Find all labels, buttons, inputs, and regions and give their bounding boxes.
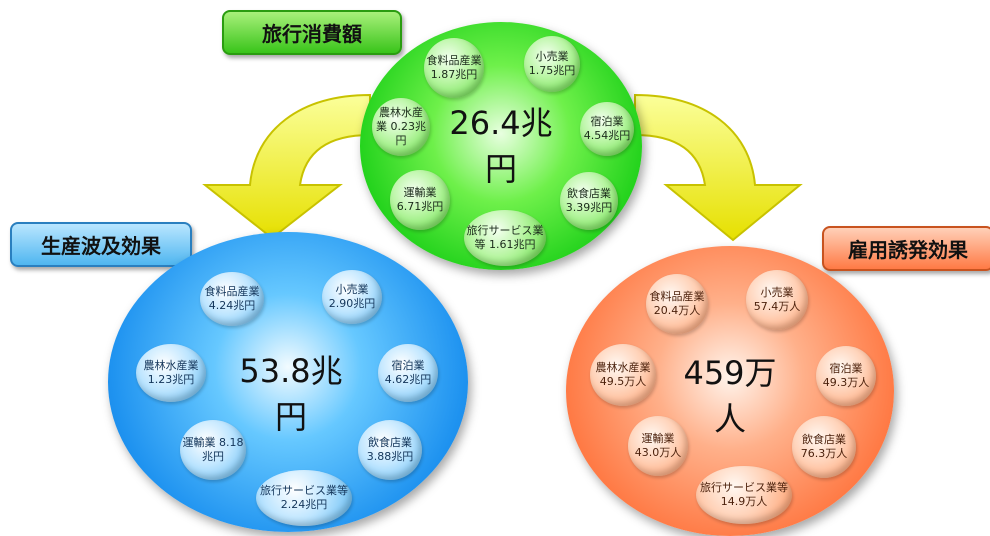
bubble-restaurant: 飲食店業 76.3万人 <box>792 416 856 478</box>
employment-effect-label: 雇用誘発効果 <box>822 226 990 271</box>
bubble-travel-service: 旅行サービス業等 2.24兆円 <box>256 470 352 526</box>
employment-effect-circle: 459万人 食料品産業 20.4万人 小売業 57.4万人 農林水産業 49.5… <box>566 246 894 536</box>
bubble-transport: 運輸業 8.18兆円 <box>180 420 246 480</box>
bubble-transport: 運輸業 6.71兆円 <box>390 170 450 230</box>
bubble-retail: 小売業 2.90兆円 <box>322 270 382 324</box>
bubble-agri: 農林水産業 49.5万人 <box>590 344 656 406</box>
bubble-hotel: 宿泊業 4.62兆円 <box>378 344 438 402</box>
total-value: 26.4兆円 <box>449 104 553 188</box>
bubble-food: 食料品産業 20.4万人 <box>646 274 708 334</box>
bubble-restaurant: 飲食店業 3.88兆円 <box>358 420 422 480</box>
bubble-hotel: 宿泊業 49.3万人 <box>816 346 876 406</box>
bubble-travel-service: 旅行サービス業等 1.61兆円 <box>464 210 546 266</box>
bubble-travel-service: 旅行サービス業等 14.9万人 <box>696 466 792 524</box>
bubble-transport: 運輸業 43.0万人 <box>628 416 688 476</box>
bubble-food: 食料品産業 1.87兆円 <box>424 38 484 98</box>
tourism-spending-label: 旅行消費額 <box>222 10 402 55</box>
bubble-hotel: 宿泊業 4.54兆円 <box>580 102 634 156</box>
production-effect-circle: 53.8兆円 食料品産業 4.24兆円 小売業 2.90兆円 農林水産業 1.2… <box>108 232 468 532</box>
bubble-agri: 農林水産業 1.23兆円 <box>136 344 206 402</box>
production-effect-label: 生産波及効果 <box>10 222 192 267</box>
bubble-retail: 小売業 1.75兆円 <box>524 36 580 92</box>
bubble-restaurant: 飲食店業 3.39兆円 <box>560 172 618 230</box>
right-arrow <box>634 93 803 242</box>
total-value: 53.8兆円 <box>239 352 343 436</box>
bubble-food: 食料品産業 4.24兆円 <box>200 272 264 326</box>
bubble-retail: 小売業 57.4万人 <box>746 270 808 330</box>
left-arrow <box>202 93 371 240</box>
total-value: 459万人 <box>683 354 777 438</box>
bubble-agri: 農林水産業 0.23兆円 <box>372 98 430 156</box>
tourism-spending-circle: 26.4兆円 食料品産業 1.87兆円 小売業 1.75兆円 農林水産業 0.2… <box>360 22 642 270</box>
